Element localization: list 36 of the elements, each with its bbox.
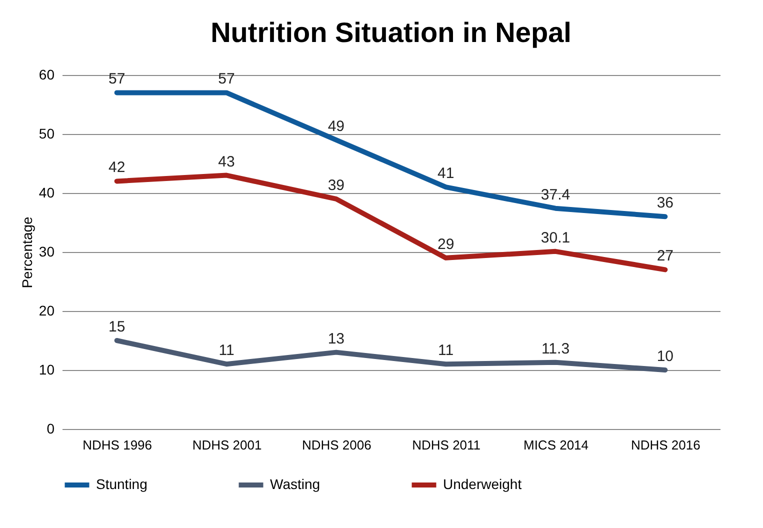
data-label: 41: [437, 165, 454, 182]
x-tick-label: NDHS 1996: [82, 438, 152, 452]
y-tick-label: 20: [38, 302, 55, 318]
x-tick-label: NDHS 2006: [302, 438, 372, 452]
data-label: 36: [656, 194, 674, 212]
chart-title: Nutrition Situation in Nepal: [210, 17, 572, 48]
x-tick-label: NDHS 2016: [630, 438, 700, 452]
data-label: 11.3: [541, 340, 570, 358]
x-tick-label: NDHS 2011: [412, 438, 481, 452]
legend-label: Underweight: [443, 476, 522, 492]
y-tick-label: 0: [46, 420, 55, 436]
data-label: 49: [328, 118, 345, 135]
data-label: 39: [328, 176, 345, 194]
data-label: 30.1: [540, 229, 570, 246]
data-label: 42: [108, 159, 126, 176]
data-label: 57: [108, 70, 126, 88]
data-label: 57: [218, 70, 235, 88]
data-label: 13: [328, 330, 345, 348]
y-axis-title: Percentage: [18, 216, 35, 288]
y-tick-label: 50: [38, 126, 55, 142]
y-tick-label: 60: [38, 66, 55, 82]
legend-label: Wasting: [270, 476, 320, 492]
legend-label: Stunting: [96, 476, 148, 492]
data-label: 27: [656, 248, 674, 265]
data-label: 37.4: [540, 186, 570, 204]
data-label: 10: [656, 348, 674, 365]
y-tick-label: 30: [38, 244, 55, 260]
y-tick-label: 40: [38, 184, 55, 200]
x-tick-label: MICS 2014: [523, 438, 589, 452]
y-tick-label: 10: [38, 362, 55, 378]
data-label: 11: [438, 342, 454, 360]
data-label: 11: [218, 342, 234, 360]
data-label: 29: [437, 236, 454, 253]
data-label: 43: [218, 153, 235, 170]
data-label: 15: [108, 318, 126, 336]
x-tick-label: NDHS 2001: [192, 438, 262, 452]
